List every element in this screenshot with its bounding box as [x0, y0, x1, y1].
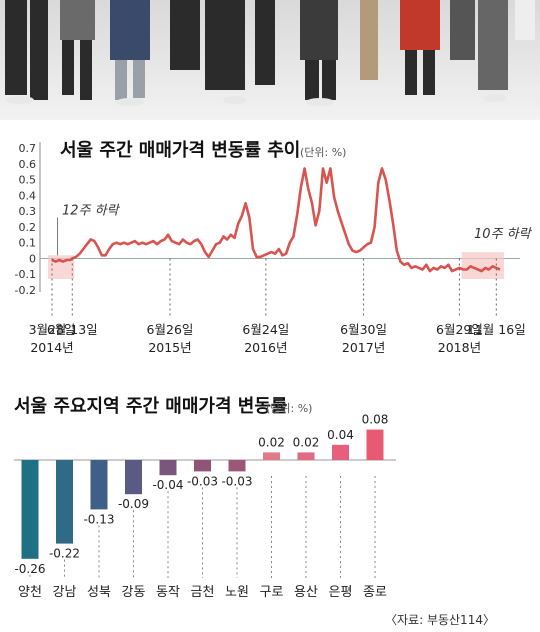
bar-category-label: 은평 [329, 585, 353, 600]
date-label: 6월26일 [147, 322, 194, 337]
date-label: 6월 13일 [47, 322, 98, 337]
year-label: 2017년 [342, 340, 385, 355]
year-label: 2018년 [438, 340, 481, 355]
bar-value-label: -0.13 [83, 512, 114, 526]
bar [56, 460, 73, 544]
bar-category-label: 동작 [156, 585, 180, 600]
bar-category-label: 종로 [363, 585, 387, 600]
bar-category-label: 강동 [122, 585, 146, 600]
bar-value-label: 0.02 [293, 435, 320, 449]
bar-chart-title: 서울 주요지역 주간 매매가격 변동률 [14, 396, 287, 417]
y-tick-label: 0.7 [19, 142, 37, 155]
bar-value-label: -0.09 [118, 497, 149, 511]
bar-category-label: 용산 [294, 585, 318, 600]
bar-value-label: 0.04 [327, 428, 354, 442]
bar-value-label: -0.03 [187, 474, 218, 488]
year-label: 2016년 [244, 340, 287, 355]
y-tick-label: 0.5 [19, 174, 37, 187]
crowd-photo [0, 0, 540, 120]
bar-value-label: 0.08 [362, 413, 389, 427]
date-label: 6월24일 [242, 322, 289, 337]
annotation-10-week-decline: 10주 하락 [474, 227, 533, 242]
line-chart-unit: (단위: %) [300, 146, 346, 159]
line-chart-title: 서울 주간 매매가격 변동률 추이 [60, 140, 300, 161]
decline-highlight-2018 [461, 252, 504, 279]
bar [366, 429, 384, 460]
bar-chart-unit: (단위: %) [266, 402, 312, 415]
district-price-bar-chart: 서울 주요지역 주간 매매가격 변동률 (단위: %) -0.26 양천 -0.22… [14, 396, 495, 627]
bar-category-label: 노원 [225, 585, 249, 600]
date-label: 3월28일 [29, 322, 76, 337]
year-label: 2015년 [148, 340, 191, 355]
y-tick-label: 0.3 [19, 205, 37, 218]
bar-value-label: -0.03 [221, 474, 252, 488]
y-tick-label: -0.2 [15, 284, 36, 297]
bar-value-label: -0.04 [152, 478, 183, 492]
bar [125, 460, 142, 495]
y-tick-label: 0.1 [19, 237, 37, 250]
weekly-price-line-chart: 서울 주간 매매가격 변동률 추이 (단위: %) 0.7 0.6 0.5 0.4 0.… [15, 140, 533, 355]
y-tick-label: -0.1 [15, 268, 36, 281]
bar-category-label: 양천 [18, 585, 42, 600]
bar-category-label: 강남 [53, 585, 77, 600]
bar [332, 444, 349, 460]
bar [297, 452, 315, 460]
bar-value-label: 0.02 [258, 435, 285, 449]
bar-value-label: -0.26 [14, 562, 45, 576]
bar [263, 452, 280, 460]
annotation-12-week-decline: 12주 하락 [62, 203, 121, 218]
year-label: 2014년 [30, 340, 73, 355]
bar [228, 460, 246, 472]
date-label: 6월29일 [436, 322, 483, 337]
bar [90, 460, 108, 510]
y-tick-label: 0 [29, 252, 36, 265]
bar [21, 460, 39, 559]
bar-value-label: -0.22 [49, 547, 80, 561]
bar-category-label: 금천 [191, 585, 215, 600]
bar [159, 460, 177, 476]
date-label: 6월30일 [340, 322, 387, 337]
bar-category-label: 구로 [260, 585, 284, 600]
data-source: 〈자료: 부동산114〉 [385, 613, 495, 627]
date-label: 11월 16일 [467, 322, 526, 337]
y-tick-label: 0.4 [19, 189, 37, 202]
y-tick-label: 0.2 [19, 221, 37, 234]
y-tick-label: 0.6 [19, 158, 37, 171]
bar-category-label: 성북 [87, 585, 111, 600]
price-change-line [51, 167, 501, 273]
bar [194, 460, 211, 472]
